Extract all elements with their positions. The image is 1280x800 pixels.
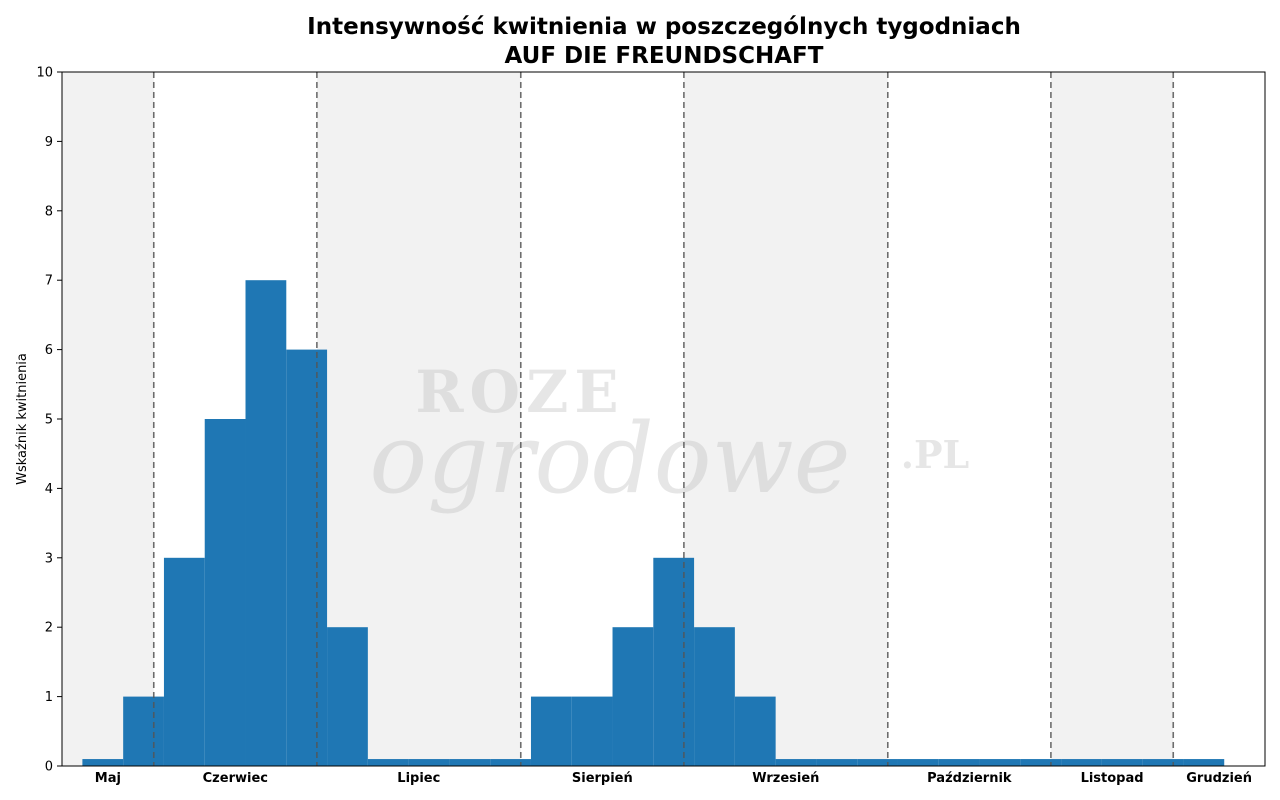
bar-week-6 bbox=[286, 349, 328, 766]
month-shade-7 bbox=[1050, 72, 1174, 766]
bar-week-23 bbox=[979, 759, 1021, 766]
bar-week-16 bbox=[694, 627, 735, 766]
bar-week-25 bbox=[1061, 759, 1102, 766]
bar-week-17 bbox=[734, 696, 776, 766]
bar-week-12 bbox=[530, 696, 572, 766]
axes: 0 1 2 3 4 5 6 7 8 9 10 bbox=[36, 66, 1266, 775]
bar-week-21 bbox=[897, 759, 939, 766]
y-tick-label-4: 4 bbox=[45, 482, 53, 497]
y-tick-label-0: 0 bbox=[45, 760, 53, 775]
month-dividers bbox=[152, 72, 1175, 766]
bar-week-11 bbox=[490, 759, 531, 766]
bar-week-28 bbox=[1183, 759, 1225, 766]
bar-week-24 bbox=[1020, 759, 1062, 766]
bar-week-13 bbox=[571, 696, 613, 766]
bar-week-19 bbox=[816, 759, 858, 766]
bar-week-2 bbox=[123, 696, 164, 766]
watermark-line2: ogrodowe bbox=[369, 403, 850, 515]
y-tick-label-2: 2 bbox=[45, 621, 53, 636]
bar-week-26 bbox=[1101, 759, 1143, 766]
bar-week-18 bbox=[775, 759, 817, 766]
y-tick-label-6: 6 bbox=[45, 343, 53, 358]
month-label-3: Lipiec bbox=[397, 771, 440, 786]
watermark-line1: ROZE bbox=[415, 358, 624, 426]
bar-week-8 bbox=[367, 759, 409, 766]
y-tick-label-1: 1 bbox=[45, 690, 53, 705]
bar-week-15 bbox=[653, 557, 695, 766]
month-label-4: Sierpień bbox=[572, 771, 633, 786]
bar-week-4 bbox=[204, 419, 246, 766]
bar-week-1 bbox=[82, 759, 124, 766]
month-label-5: Wrzesień bbox=[752, 771, 819, 786]
bar-week-10 bbox=[449, 759, 491, 766]
month-shade-1 bbox=[62, 72, 154, 766]
month-label-2: Czerwiec bbox=[203, 771, 268, 786]
y-tick-label-8: 8 bbox=[45, 204, 53, 219]
bar-week-27 bbox=[1142, 759, 1184, 766]
month-labels: Maj Czerwiec Lipiec Sierpień Wrzesień Paździe… bbox=[95, 771, 1252, 786]
month-shading bbox=[62, 72, 1174, 766]
month-label-7: Listopad bbox=[1081, 771, 1144, 786]
bar-week-9 bbox=[408, 759, 450, 766]
bar-week-22 bbox=[938, 759, 980, 766]
bars bbox=[82, 280, 1225, 766]
bar-week-7 bbox=[327, 627, 368, 766]
y-axis-label: Wskaźnik kwitnienia bbox=[15, 353, 30, 485]
bar-week-3 bbox=[163, 557, 205, 766]
watermark-suffix: .PL bbox=[901, 432, 970, 477]
month-label-1: Maj bbox=[95, 771, 121, 786]
y-tick-label-3: 3 bbox=[45, 551, 53, 566]
month-label-8: Grudzień bbox=[1186, 771, 1252, 786]
watermark: ROZE ogrodowe .PL bbox=[369, 358, 969, 515]
chart-subtitle: AUF DIE FREUNDSCHAFT bbox=[505, 43, 824, 69]
month-label-6: Październik bbox=[927, 771, 1012, 786]
bar-week-20 bbox=[857, 759, 898, 766]
y-tick-label-7: 7 bbox=[45, 274, 53, 289]
chart-title: Intensywność kwitnienia w poszczególnych… bbox=[307, 14, 1021, 40]
y-tick-label-10: 10 bbox=[36, 66, 53, 81]
y-tick-label-9: 9 bbox=[45, 135, 53, 150]
bar-week-5 bbox=[245, 280, 287, 766]
y-tick-label-5: 5 bbox=[45, 413, 53, 428]
bar-week-14 bbox=[612, 627, 654, 766]
